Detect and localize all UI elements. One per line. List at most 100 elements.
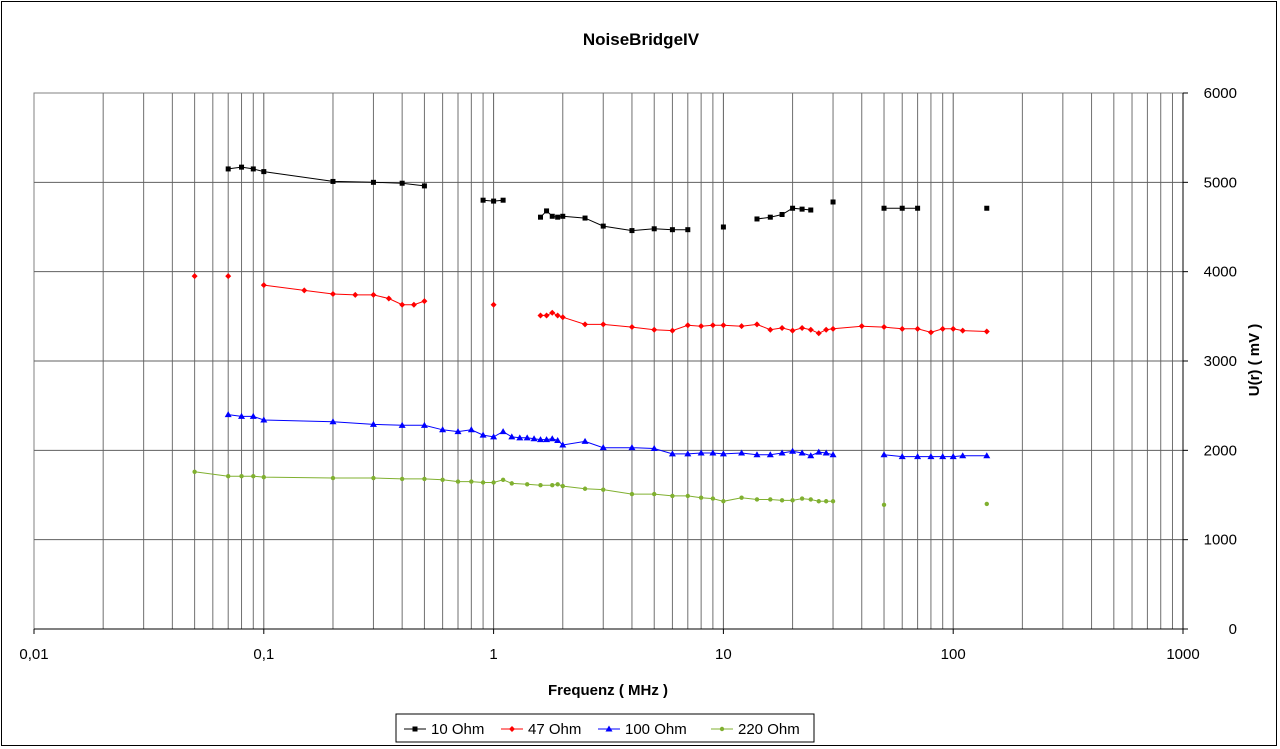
data-point <box>984 205 990 211</box>
data-point <box>651 226 657 232</box>
data-point <box>251 474 256 479</box>
y-axis-title: U(r) ( mV ) <box>1246 324 1263 397</box>
data-point <box>899 325 906 332</box>
legend-label: 100 Ohm <box>625 721 687 738</box>
data-point <box>250 166 256 172</box>
data-point <box>455 479 461 484</box>
data-point <box>858 323 865 330</box>
data-point <box>582 215 588 221</box>
x-tick-label: 100 <box>941 646 966 663</box>
data-point <box>191 273 198 280</box>
data-point <box>720 224 726 230</box>
legend-label: 47 Ohm <box>528 721 581 738</box>
data-point <box>698 323 705 330</box>
data-point <box>516 434 524 441</box>
data-point <box>440 477 445 483</box>
data-point <box>669 227 675 233</box>
data-point <box>720 322 727 329</box>
data-point <box>399 476 405 482</box>
data-point <box>816 499 821 504</box>
data-point <box>628 444 636 451</box>
data-point <box>709 322 716 329</box>
data-point <box>753 321 760 328</box>
data-point <box>600 321 607 328</box>
data-point <box>754 497 760 502</box>
data-point <box>766 451 774 458</box>
data-point <box>239 474 244 479</box>
data-point <box>822 449 830 456</box>
y-tick-label: 0 <box>1229 621 1237 638</box>
y-tick-label: 1000 <box>1204 532 1237 549</box>
data-point <box>628 324 635 331</box>
data-point <box>685 493 691 499</box>
data-point <box>881 324 888 331</box>
data-point <box>523 434 531 441</box>
data-point <box>385 295 392 302</box>
data-point <box>983 452 991 459</box>
data-point <box>329 291 336 297</box>
y-tick-labels: 0 1000 2000 3000 4000 5000 6000 <box>1183 85 1237 638</box>
data-point <box>880 451 888 458</box>
data-point <box>600 223 606 229</box>
data-point <box>601 487 606 492</box>
data-point <box>949 453 957 460</box>
data-point <box>410 301 417 308</box>
data-point <box>544 208 550 214</box>
data-point <box>881 205 887 211</box>
series-10-ohm <box>225 164 990 234</box>
data-point <box>301 287 308 294</box>
series-line <box>194 471 833 502</box>
data-point <box>491 198 497 204</box>
data-point <box>261 169 267 175</box>
data-point <box>550 482 555 488</box>
data-point <box>582 486 588 491</box>
legend: 10 Ohm 47 Ohm 100 Ohm 220 Ohm <box>395 713 815 743</box>
data-point <box>652 491 657 497</box>
data-point <box>370 291 377 298</box>
data-point <box>554 437 562 444</box>
data-point <box>830 199 836 205</box>
data-point <box>538 214 544 220</box>
x-tick-label: 0,1 <box>253 646 274 663</box>
data-point <box>754 216 760 222</box>
data-point <box>830 499 836 504</box>
data-point <box>508 433 516 440</box>
data-point <box>950 325 957 332</box>
data-point <box>739 495 744 500</box>
data-point <box>670 493 675 499</box>
data-point <box>524 482 530 487</box>
data-point <box>914 325 921 332</box>
data-point <box>530 435 538 442</box>
data-point <box>490 433 498 440</box>
y-tick-label: 6000 <box>1204 85 1237 102</box>
data-point <box>710 496 716 501</box>
data-point <box>500 197 506 203</box>
data-point <box>499 428 507 435</box>
data-point <box>779 324 786 331</box>
legend-box <box>395 713 815 743</box>
data-point <box>554 312 561 319</box>
series-line <box>228 414 834 457</box>
data-point <box>767 214 773 220</box>
data-point <box>549 309 556 316</box>
data-point <box>808 497 813 502</box>
data-point <box>559 441 567 448</box>
data-point <box>537 312 544 319</box>
x-tick-label: 1000 <box>1166 646 1199 663</box>
data-point <box>249 412 257 419</box>
data-point <box>371 475 376 481</box>
data-point <box>399 301 406 308</box>
x-tick-label: 10 <box>715 646 732 663</box>
data-point <box>899 205 905 211</box>
data-point <box>538 482 543 488</box>
data-point <box>369 420 377 427</box>
data-point <box>329 418 337 425</box>
data-point <box>581 437 589 444</box>
data-point <box>543 436 551 443</box>
x-axis-title: Frequenz ( MHz ) <box>548 682 668 699</box>
data-point <box>370 179 376 185</box>
data-point <box>439 426 447 433</box>
data-point <box>480 197 486 203</box>
data-point <box>669 327 676 334</box>
